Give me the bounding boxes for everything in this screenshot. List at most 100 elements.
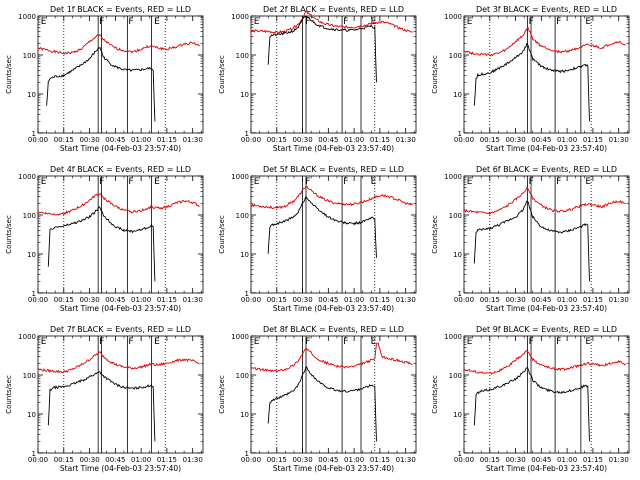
plot-frame bbox=[250, 15, 417, 134]
region-label: F bbox=[305, 177, 310, 187]
lld-series-line bbox=[37, 351, 200, 374]
x-tick-label: 01:15 bbox=[583, 296, 603, 304]
y-tick-label: 1 bbox=[245, 450, 249, 458]
x-tick-label: 00:15 bbox=[54, 456, 74, 464]
x-tick-label: 00:45 bbox=[105, 296, 125, 304]
y-tick-label: 1000 bbox=[231, 333, 249, 341]
y-axis-label: Counts/sec bbox=[431, 55, 439, 94]
x-tick-label: 01:15 bbox=[157, 456, 177, 464]
region-label: F bbox=[529, 337, 534, 347]
x-tick-label: 00:00 bbox=[28, 136, 48, 144]
chart-title: Det 4f BLACK = Events, RED = LLD bbox=[50, 165, 191, 174]
region-label: E bbox=[254, 177, 260, 187]
chart-panel: Det 5f BLACK = Events, RED = LLD 1 10 100 10… bbox=[218, 165, 417, 313]
region-label: E bbox=[467, 177, 473, 187]
x-tick-label: 00:00 bbox=[241, 456, 261, 464]
x-tick-label: 01:30 bbox=[183, 296, 203, 304]
y-tick-label: 1 bbox=[32, 130, 36, 138]
region-label: E bbox=[371, 177, 377, 187]
x-tick-label: 00:45 bbox=[531, 456, 551, 464]
x-tick-label: 00:45 bbox=[105, 456, 125, 464]
region-label: E bbox=[41, 337, 47, 347]
lld-series-line bbox=[37, 192, 200, 216]
x-tick-label: 01:00 bbox=[344, 456, 364, 464]
x-tick-label: 00:00 bbox=[28, 456, 48, 464]
lld-series-line bbox=[250, 185, 413, 210]
x-tick-label: 00:45 bbox=[531, 136, 551, 144]
region-label: E bbox=[154, 177, 160, 187]
y-tick-label: 1000 bbox=[231, 173, 249, 181]
chart-title: Det 5f BLACK = Events, RED = LLD bbox=[263, 165, 404, 174]
x-tick-label: 01:15 bbox=[370, 296, 390, 304]
y-tick-label: 10 bbox=[240, 411, 249, 419]
x-tick-label: 01:00 bbox=[557, 136, 577, 144]
region-label: E bbox=[254, 337, 260, 347]
plot-frame bbox=[463, 15, 630, 134]
y-axis-label: Counts/sec bbox=[5, 215, 13, 254]
x-tick-label: 01:00 bbox=[131, 296, 151, 304]
lld-series-line bbox=[464, 349, 626, 375]
x-tick-label: 01:00 bbox=[131, 456, 151, 464]
region-label: E bbox=[41, 177, 47, 187]
region-label: F bbox=[99, 17, 104, 27]
x-tick-label: 01:00 bbox=[344, 296, 364, 304]
region-label: F bbox=[343, 17, 348, 27]
y-axis-label: Counts/sec bbox=[218, 215, 226, 254]
region-label: F bbox=[556, 337, 561, 347]
chart-panel: Det 4f BLACK = Events, RED = LLD 1 10 100 10… bbox=[5, 165, 204, 313]
region-label: E bbox=[41, 17, 47, 27]
y-tick-label: 100 bbox=[236, 372, 249, 380]
y-tick-label: 1 bbox=[458, 450, 462, 458]
x-tick-label: 00:00 bbox=[454, 136, 474, 144]
y-tick-label: 1000 bbox=[231, 13, 249, 21]
region-label: E bbox=[467, 337, 473, 347]
plot-frame bbox=[250, 335, 417, 454]
x-axis-label: Start Time (04-Feb-03 23:57:40) bbox=[486, 464, 607, 473]
y-axis-label: Counts/sec bbox=[5, 55, 13, 94]
chart-title: Det 9f BLACK = Events, RED = LLD bbox=[476, 325, 617, 334]
x-axis-label: Start Time (04-Feb-03 23:57:40) bbox=[486, 144, 607, 153]
region-label: F bbox=[343, 337, 348, 347]
region-label: F bbox=[99, 337, 104, 347]
y-axis-label: Counts/sec bbox=[431, 375, 439, 414]
y-tick-label: 100 bbox=[23, 52, 36, 60]
x-tick-label: 00:00 bbox=[241, 136, 261, 144]
chart-title: Det 7f BLACK = Events, RED = LLD bbox=[50, 325, 191, 334]
lld-series-line bbox=[37, 33, 200, 55]
lld-series-line bbox=[250, 10, 413, 34]
region-label: E bbox=[154, 17, 160, 27]
x-tick-label: 00:00 bbox=[454, 456, 474, 464]
x-tick-label: 01:30 bbox=[396, 456, 416, 464]
y-tick-label: 100 bbox=[23, 212, 36, 220]
x-tick-label: 00:00 bbox=[241, 296, 261, 304]
y-axis-label: Counts/sec bbox=[218, 375, 226, 414]
x-tick-label: 01:00 bbox=[344, 136, 364, 144]
x-tick-label: 01:30 bbox=[609, 456, 629, 464]
lld-series-line bbox=[464, 187, 626, 216]
region-label: E bbox=[254, 17, 260, 27]
x-tick-label: 00:45 bbox=[531, 296, 551, 304]
y-tick-label: 1 bbox=[458, 130, 462, 138]
x-tick-label: 00:45 bbox=[318, 296, 338, 304]
region-label: E bbox=[585, 177, 591, 187]
region-label: F bbox=[128, 177, 133, 187]
y-tick-label: 100 bbox=[449, 52, 462, 60]
x-tick-label: 01:15 bbox=[583, 456, 603, 464]
region-label: F bbox=[529, 177, 534, 187]
x-tick-label: 01:00 bbox=[131, 136, 151, 144]
y-tick-label: 10 bbox=[27, 251, 36, 259]
x-tick-label: 01:30 bbox=[609, 296, 629, 304]
x-axis-label: Start Time (04-Feb-03 23:57:40) bbox=[273, 464, 394, 473]
x-tick-label: 01:30 bbox=[396, 136, 416, 144]
y-tick-label: 100 bbox=[449, 212, 462, 220]
x-tick-label: 00:30 bbox=[292, 456, 312, 464]
region-label: E bbox=[585, 337, 591, 347]
x-tick-label: 01:15 bbox=[370, 136, 390, 144]
y-tick-label: 1 bbox=[458, 290, 462, 298]
chart-panel: Det 7f BLACK = Events, RED = LLD 1 10 100 10… bbox=[5, 325, 204, 473]
x-tick-label: 00:30 bbox=[505, 456, 525, 464]
region-label: E bbox=[154, 337, 160, 347]
y-tick-label: 1 bbox=[32, 450, 36, 458]
chart-panel: Det 3f BLACK = Events, RED = LLD 1 10 100 10… bbox=[431, 5, 630, 153]
region-label: E bbox=[467, 17, 473, 27]
